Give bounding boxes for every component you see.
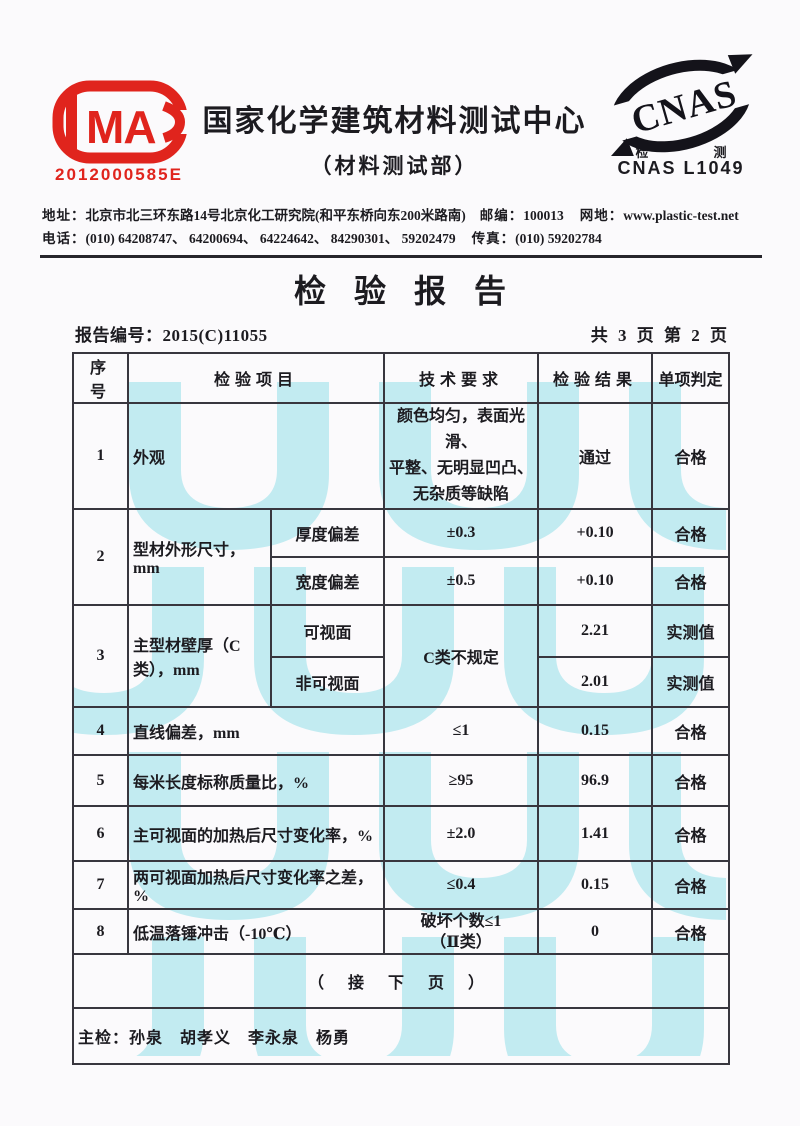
cell-result: 2.21 (537, 604, 654, 658)
cell-result: +0.10 (537, 508, 654, 558)
cell-subitem: 非可视面 (269, 656, 386, 708)
cell-req: 颜色均匀，表面光滑、 平整、无明显凹凸、 无杂质等缺陷 (383, 402, 540, 510)
col-header-no: 序 号 (72, 352, 129, 404)
cell-req: 破坏个数≤1 （Ⅱ类） (383, 908, 540, 955)
cell-verdict: 合格 (651, 754, 731, 807)
cell-no: 3 (72, 604, 129, 708)
cma-logo-icon: MA (52, 80, 190, 164)
cell-verdict: 合格 (651, 556, 731, 606)
table-row-8: 8 低温落锤冲击（-10℃） 破坏个数≤1 （Ⅱ类） 0 合格 (72, 908, 731, 955)
table-row-5: 5 每米长度标称质量比，% ≥95 96.9 合格 (72, 754, 731, 807)
org-title: 国家化学建筑材料测试中心 (202, 105, 587, 138)
inspector-line: 主检：孙泉 胡孝义 李永泉 杨勇 (71, 1007, 731, 1065)
cell-result: 通过 (537, 402, 654, 510)
address-label: 地址： (42, 208, 86, 223)
col-header-result: 检验结果 (537, 352, 654, 404)
cell-result: 0.15 (537, 860, 654, 910)
cell-item: 外观 (126, 402, 386, 510)
col-header-item: 检验项目 (126, 352, 386, 404)
cell-subitem: 厚度偏差 (269, 508, 386, 558)
cell-verdict: 合格 (651, 706, 731, 756)
cell-item: 低温落锤冲击（-10℃） (126, 908, 386, 955)
table-row-4: 4 直线偏差，mm ≤1 0.15 合格 (72, 706, 731, 756)
page-indicator: 共 3 页 第 2 页 (590, 326, 730, 345)
web-value: www.plastic-test.net (623, 208, 739, 223)
cnas-logo-icon: CNAS (605, 54, 756, 156)
cell-req: C类不规定 (383, 604, 540, 708)
fax-label: 传真： (471, 231, 516, 246)
cell-req: ±0.5 (383, 556, 540, 606)
address-value: 北京市北三环东路14号北京化工研究院(和平东桥向东200米路南) (85, 208, 466, 223)
cell-item: 直线偏差，mm (126, 706, 386, 756)
cell-req: ±2.0 (383, 805, 540, 862)
header-divider (40, 255, 762, 258)
cell-subitem: 宽度偏差 (269, 556, 386, 606)
cell-no: 5 (72, 754, 129, 807)
cell-verdict: 合格 (651, 908, 731, 955)
report-number-value: 2015(C)11055 (162, 326, 268, 345)
continue-row: （ 接 下 页 ） (71, 953, 731, 1009)
cell-result: +0.10 (537, 556, 654, 606)
contact-line-2: 电话：(010) 64208747、 64200694、 64224642、 8… (42, 227, 764, 250)
cnas-cert-number: CNAS L1049 (617, 158, 745, 178)
cell-verdict: 合格 (651, 805, 731, 862)
table-row-6: 6 主可视面的加热后尺寸变化率，% ±2.0 1.41 合格 (72, 805, 731, 862)
cell-verdict: 合格 (651, 860, 731, 910)
col-header-verdict: 单项判定 (651, 352, 731, 404)
col-header-req: 技术要求 (383, 352, 540, 404)
cell-no: 1 (72, 402, 129, 510)
zip-label: 邮编： (479, 208, 524, 223)
table-header-row: 序 号 检验项目 技术要求 检验结果 单项判定 (72, 352, 731, 404)
cell-item: 每米长度标称质量比，% (126, 754, 386, 807)
cell-no: 6 (72, 805, 129, 862)
cell-result: 1.41 (537, 805, 654, 862)
org-subtitle: （材料测试部） (310, 154, 479, 178)
cell-result: 0 (537, 908, 654, 955)
table-row-3a: 3 主型材壁厚（C类），mm 可视面 C类不规定 2.21 实测值 (72, 604, 731, 708)
report-number-label: 报告编号： (75, 326, 163, 345)
cell-item: 主可视面的加热后尺寸变化率，% (126, 805, 386, 862)
fax-value: (010) 59202784 (515, 231, 602, 246)
cell-no: 2 (72, 508, 129, 606)
svg-text:MA: MA (86, 101, 156, 153)
cell-no: 7 (72, 860, 129, 910)
cell-verdict: 合格 (651, 402, 731, 510)
cell-result: 96.9 (537, 754, 654, 807)
continue-note: （ 接 下 页 ） (71, 953, 731, 1009)
inspector-row: 主检：孙泉 胡孝义 李永泉 杨勇 (71, 1007, 731, 1065)
cell-req: ≤0.4 (383, 860, 540, 910)
web-label: 网地： (579, 208, 624, 223)
table-row-1: 1 外观 颜色均匀，表面光滑、 平整、无明显凹凸、 无杂质等缺陷 通过 合格 (72, 402, 731, 510)
cell-req: ±0.3 (383, 508, 540, 558)
cell-item: 主型材壁厚（C类），mm (127, 604, 272, 708)
cell-no: 8 (72, 908, 129, 955)
tel-label: 电话： (42, 231, 86, 246)
results-table-wrap: 序 号 检验项目 技术要求 检验结果 单项判定 1 外观 颜色均匀，表面光滑、 … (71, 352, 731, 1065)
table-row-7: 7 两可视面加热后尺寸变化率之差，% ≤0.4 0.15 合格 (72, 860, 731, 910)
report-number: 报告编号：2015(C)11055 (75, 321, 268, 346)
cell-verdict: 实测值 (651, 656, 731, 708)
cell-result: 0.15 (537, 706, 654, 756)
zip-value: 100013 (523, 208, 564, 223)
cell-item: 两可视面加热后尺寸变化率之差，% (126, 860, 386, 910)
results-table: 序 号 检验项目 技术要求 检验结果 单项判定 1 外观 颜色均匀，表面光滑、 … (71, 352, 731, 1065)
cell-subitem: 可视面 (269, 604, 386, 658)
table-row-2a: 2 型材外形尺寸，mm 厚度偏差 ±0.3 +0.10 合格 (72, 508, 731, 606)
cell-result: 2.01 (537, 656, 654, 708)
cell-req: ≤1 (383, 706, 540, 756)
tel-value: (010) 64208747、 64200694、 64224642、 8429… (85, 231, 456, 246)
contact-line-1: 地址：北京市北三环东路14号北京化工研究院(和平东桥向东200米路南) 邮编：10… (42, 204, 764, 227)
contact-block: 地址：北京市北三环东路14号北京化工研究院(和平东桥向东200米路南) 邮编：10… (42, 204, 764, 250)
cma-cert-number: 2012000585E (55, 165, 183, 184)
cell-no: 4 (72, 706, 129, 756)
cell-verdict: 实测值 (651, 604, 731, 658)
cell-verdict: 合格 (651, 508, 731, 558)
report-title: 检验报告 (293, 273, 534, 309)
cell-item: 型材外形尺寸，mm (127, 508, 272, 606)
cell-req: ≥95 (383, 754, 540, 807)
